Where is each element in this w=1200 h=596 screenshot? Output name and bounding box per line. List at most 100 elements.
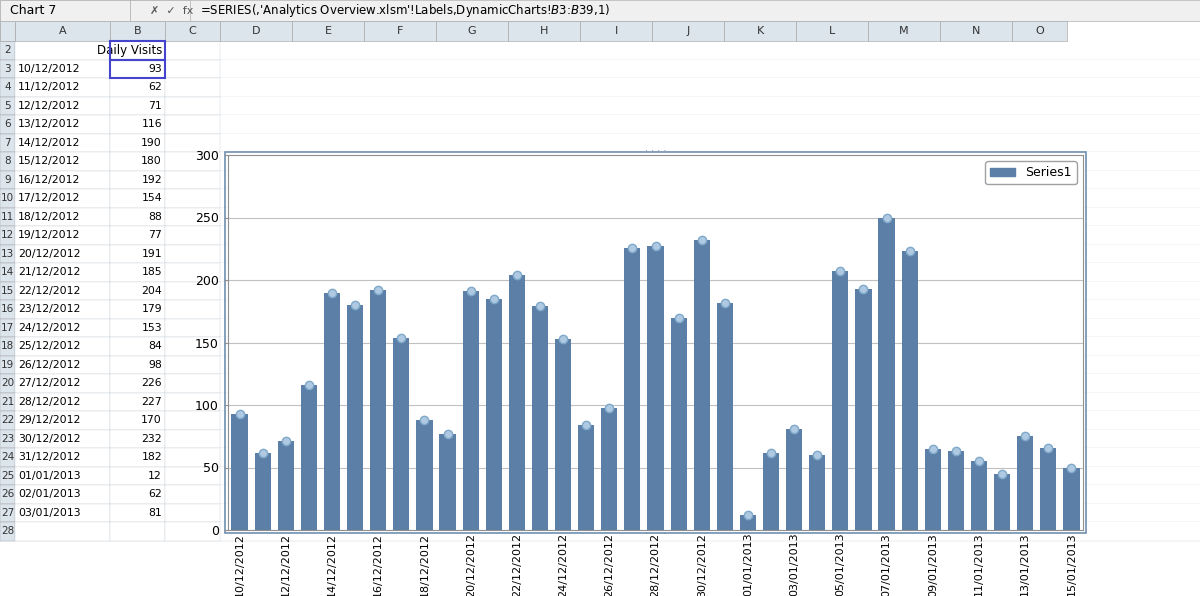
Bar [110, 41, 166, 60]
Text: 62: 62 [149, 489, 162, 499]
Bar [554, 339, 571, 530]
Bar [0, 97, 1200, 115]
Text: 22: 22 [1, 415, 14, 426]
Bar [436, 21, 508, 41]
Bar [716, 303, 733, 530]
Bar [0, 97, 14, 115]
Text: 10: 10 [1, 193, 14, 203]
Bar [347, 305, 364, 530]
Bar [796, 21, 868, 41]
Bar [110, 448, 166, 467]
Text: 13: 13 [1, 249, 14, 259]
Bar [0, 411, 14, 430]
Bar [624, 247, 641, 530]
Bar [232, 414, 247, 530]
Bar [166, 60, 220, 78]
Bar [0, 189, 1200, 207]
Bar [110, 134, 166, 152]
Text: 62: 62 [149, 82, 162, 92]
Bar [0, 189, 14, 207]
Bar [0, 170, 1200, 189]
Text: A: A [59, 26, 66, 36]
Bar [14, 337, 110, 355]
Bar [166, 41, 220, 60]
Bar [166, 374, 220, 393]
Text: 153: 153 [142, 323, 162, 333]
Text: 01/01/2013: 01/01/2013 [18, 471, 80, 481]
Text: 11: 11 [1, 212, 14, 222]
Bar [166, 411, 220, 430]
Bar [0, 170, 14, 189]
Text: L: L [829, 26, 835, 36]
Bar [14, 97, 110, 115]
Bar [994, 474, 1010, 530]
Bar [292, 21, 364, 41]
Bar [0, 78, 14, 97]
Bar [416, 420, 432, 530]
Bar [220, 21, 292, 41]
Bar [14, 152, 110, 170]
Bar [14, 115, 110, 134]
Text: 17: 17 [1, 323, 14, 333]
Bar [0, 41, 1200, 60]
Bar [364, 21, 436, 41]
Bar [110, 244, 166, 263]
Text: 7: 7 [4, 138, 11, 148]
Bar [166, 134, 220, 152]
Bar [532, 306, 548, 530]
Bar [0, 244, 1200, 263]
Text: 8: 8 [4, 156, 11, 166]
Text: 14/12/2012: 14/12/2012 [18, 138, 80, 148]
Bar [0, 485, 1200, 504]
Text: · · · ·: · · · · [644, 529, 666, 539]
Bar [763, 452, 779, 530]
Bar [0, 355, 1200, 374]
Text: 12/12/2012: 12/12/2012 [18, 101, 80, 111]
Bar [0, 78, 1200, 97]
Bar [652, 21, 724, 41]
Text: 28: 28 [1, 526, 14, 536]
Bar [0, 430, 1200, 448]
Bar [671, 318, 686, 530]
Bar [394, 337, 409, 530]
Bar [0, 207, 1200, 226]
Bar [166, 504, 220, 522]
Bar [648, 246, 664, 530]
Bar [14, 467, 110, 485]
Text: 12: 12 [1, 230, 14, 240]
Text: 20: 20 [1, 378, 14, 388]
Bar [14, 355, 110, 374]
Bar [1040, 448, 1056, 530]
Text: 12: 12 [149, 471, 162, 481]
Bar [14, 226, 110, 244]
Text: 10/12/2012: 10/12/2012 [18, 64, 80, 74]
Bar [277, 441, 294, 530]
Text: 29/12/2012: 29/12/2012 [18, 415, 80, 426]
Bar [878, 218, 895, 530]
Text: 4: 4 [4, 82, 11, 92]
Text: 23: 23 [1, 434, 14, 444]
Text: 98: 98 [149, 360, 162, 370]
Bar [0, 152, 14, 170]
Bar [14, 318, 110, 337]
Text: 22/12/2012: 22/12/2012 [18, 285, 80, 296]
Bar [809, 455, 826, 530]
Bar [14, 207, 110, 226]
Bar [0, 41, 14, 60]
Bar [166, 21, 220, 41]
Bar [14, 485, 110, 504]
Text: 31/12/2012: 31/12/2012 [18, 452, 80, 462]
Bar [110, 115, 166, 134]
Text: 25: 25 [1, 471, 14, 481]
Bar [110, 170, 166, 189]
Bar [110, 485, 166, 504]
Text: 21/12/2012: 21/12/2012 [18, 267, 80, 277]
Text: 5: 5 [4, 101, 11, 111]
Text: 19: 19 [1, 360, 14, 370]
Bar [166, 207, 220, 226]
Bar [110, 21, 166, 41]
Text: 03/01/2013: 03/01/2013 [18, 508, 80, 518]
Text: 16/12/2012: 16/12/2012 [18, 175, 80, 185]
Bar [0, 374, 1200, 393]
Bar [1018, 436, 1033, 530]
